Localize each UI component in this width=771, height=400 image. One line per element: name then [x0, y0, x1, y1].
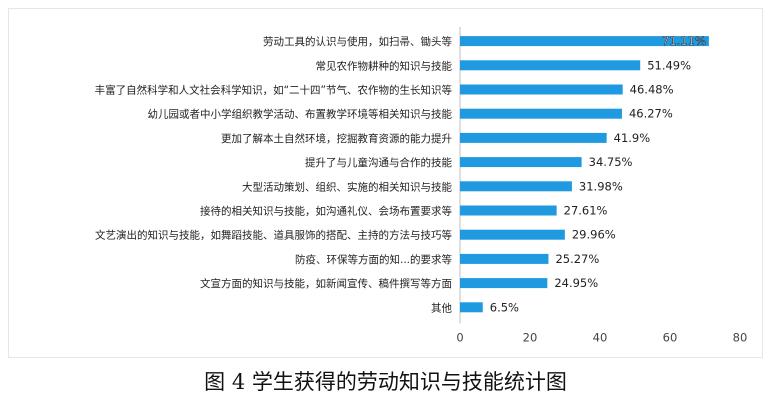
bar [460, 108, 622, 119]
bar [460, 60, 641, 71]
bar [460, 302, 483, 313]
bar [460, 157, 582, 168]
bar [460, 253, 549, 264]
x-tick-label: 80 [733, 330, 748, 344]
bar [460, 132, 607, 143]
bar [460, 36, 709, 47]
bar [460, 84, 623, 95]
category-label: 文宣方面的知识与技能，如新闻宣传、稿件撰写等方面 [200, 277, 452, 290]
value-label: 51.49% [647, 58, 691, 72]
value-label: 24.95% [554, 276, 598, 290]
value-label: 6.5% [490, 300, 519, 314]
value-label: 27.61% [564, 204, 608, 218]
value-label: 71.11% [662, 34, 706, 48]
category-label: 接待的相关知识与技能，如沟通礼仪、会场布置要求等 [200, 205, 452, 218]
bar-chart: 劳动工具的认识与使用，如扫帚、锄头等常见农作物耕种的知识与技能丰富了自然科学和人… [95, 27, 748, 344]
value-label: 41.9% [614, 131, 651, 145]
x-tick-label: 60 [663, 330, 678, 344]
x-tick-label: 40 [593, 330, 608, 344]
value-label: 34.75% [589, 155, 633, 169]
category-label: 幼儿园或者中小学组织教学活动、布置教学环境等相关知识与技能 [148, 108, 453, 121]
category-label: 提升了与儿童沟通与合作的技能 [305, 156, 452, 169]
bar [460, 278, 548, 289]
category-label: 文艺演出的知识与技能，如舞蹈技能、道具服饰的搭配、主持的方法与技巧等 [95, 229, 452, 242]
bar [460, 181, 572, 192]
category-label: 更加了解本土自然环境，挖掘教育资源的能力提升 [221, 132, 452, 145]
category-label: 大型活动策划、组织、实施的相关知识与技能 [242, 180, 452, 193]
x-tick-label: 20 [523, 330, 538, 344]
figure-caption: 图 4 学生获得的劳动知识与技能统计图 [204, 370, 567, 394]
value-label: 31.98% [579, 179, 623, 193]
x-tick-label: 0 [456, 330, 463, 344]
value-label: 46.48% [630, 83, 674, 97]
value-label: 29.96% [572, 228, 616, 242]
bar [460, 205, 557, 216]
category-label: 劳动工具的认识与使用，如扫帚、锄头等 [263, 35, 452, 48]
bar [460, 229, 565, 240]
category-label: 常见农作物耕种的知识与技能 [316, 59, 453, 72]
value-label: 46.27% [629, 107, 673, 121]
category-label: 丰富了自然科学和人文社会科学知识，如“二十四”节气、农作物的生长知识等 [95, 84, 453, 97]
category-label: 其他 [431, 301, 452, 314]
chart-panel: 劳动工具的认识与使用，如扫帚、锄头等常见农作物耕种的知识与技能丰富了自然科学和人… [8, 8, 763, 358]
category-label: 防疫、环保等方面的知...的要求等 [295, 253, 453, 266]
value-label: 25.27% [555, 252, 599, 266]
